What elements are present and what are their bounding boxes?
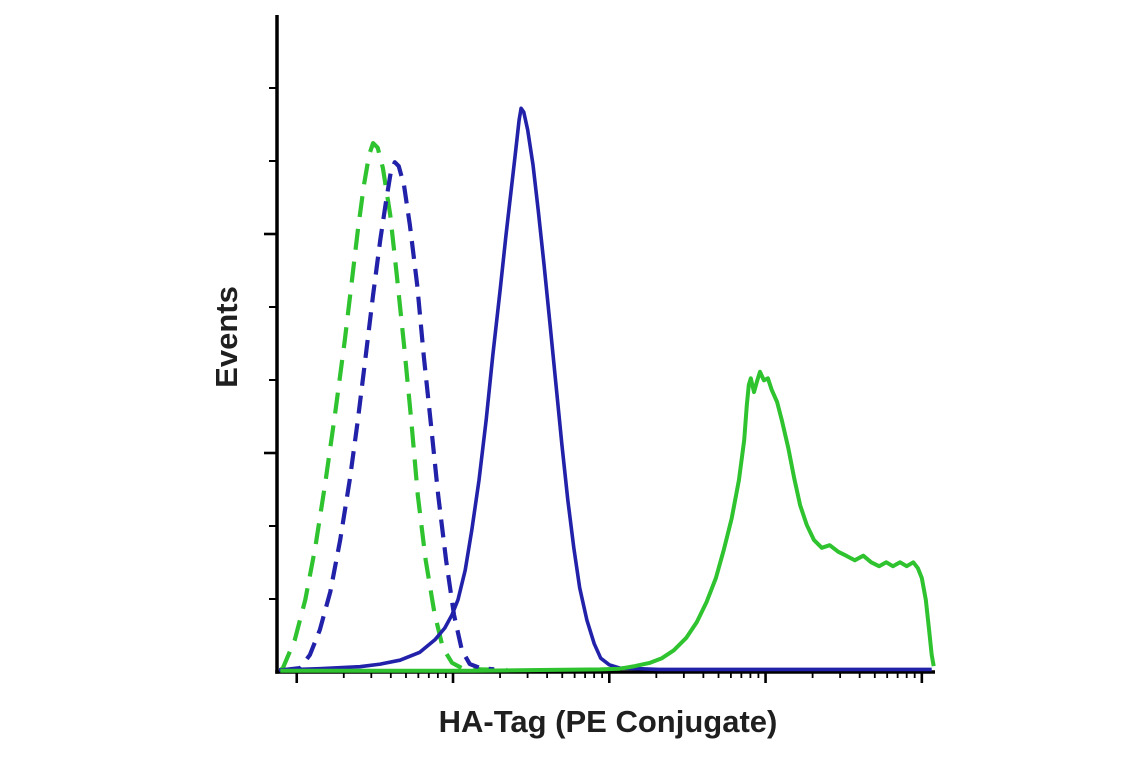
series-green-dashed-control bbox=[279, 141, 508, 673]
series-green-solid bbox=[280, 369, 936, 673]
series-blue-solid bbox=[278, 106, 932, 672]
x-axis-label: HA-Tag (PE Conjugate) bbox=[438, 704, 778, 739]
y-axis-label: Events bbox=[209, 286, 244, 388]
series-blue-dashed-control bbox=[283, 160, 495, 673]
